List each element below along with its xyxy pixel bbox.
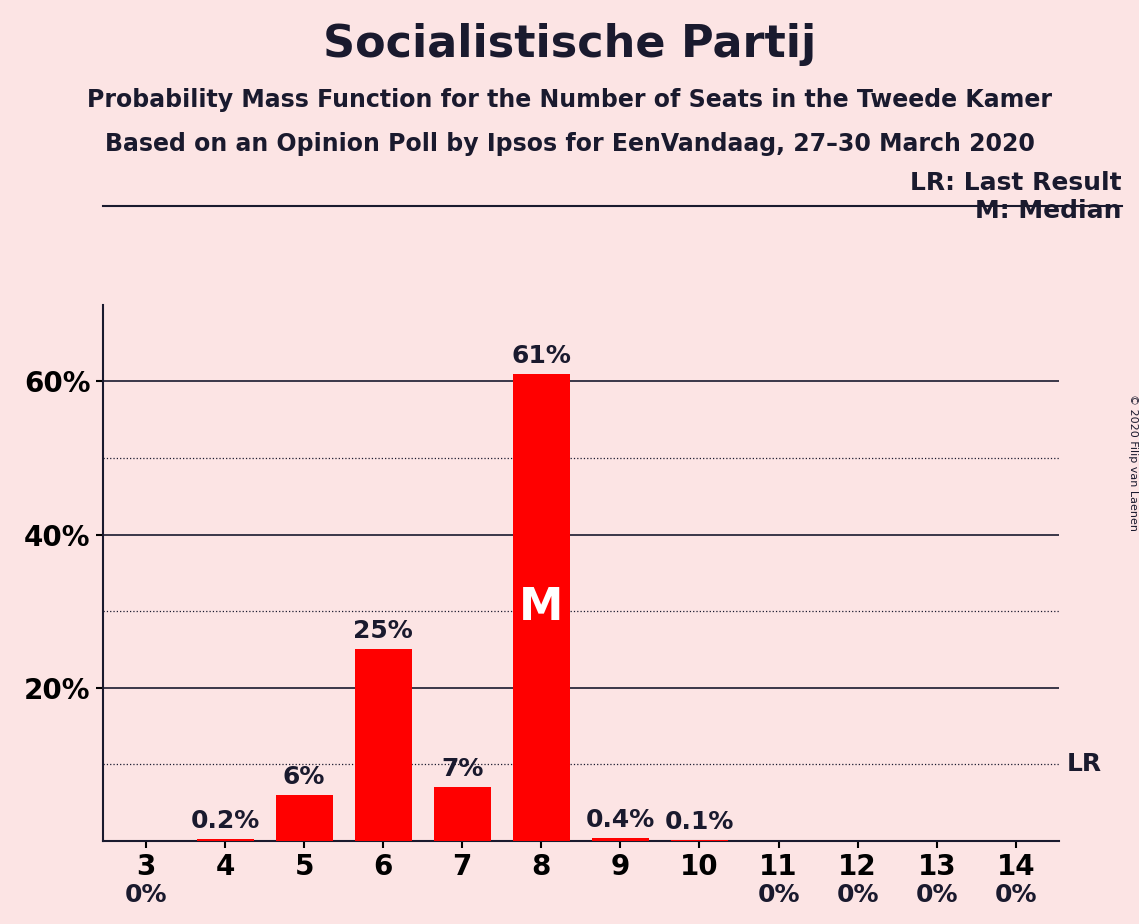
Text: 0.2%: 0.2% bbox=[190, 809, 260, 833]
Text: 0%: 0% bbox=[994, 883, 1036, 907]
Text: 0%: 0% bbox=[836, 883, 879, 907]
Text: 25%: 25% bbox=[353, 619, 413, 643]
Text: LR: Last Result: LR: Last Result bbox=[910, 171, 1122, 195]
Text: LR: LR bbox=[1067, 752, 1103, 776]
Text: M: Median: M: Median bbox=[975, 199, 1122, 223]
Text: Based on an Opinion Poll by Ipsos for EenVandaag, 27–30 March 2020: Based on an Opinion Poll by Ipsos for Ee… bbox=[105, 132, 1034, 156]
Text: Socialistische Partij: Socialistische Partij bbox=[322, 23, 817, 67]
Text: 61%: 61% bbox=[511, 344, 572, 368]
Text: 0.4%: 0.4% bbox=[585, 808, 655, 832]
Bar bbox=[276, 795, 333, 841]
Text: © 2020 Filip van Laenen: © 2020 Filip van Laenen bbox=[1129, 394, 1138, 530]
Text: 0%: 0% bbox=[125, 883, 167, 907]
Text: 0%: 0% bbox=[916, 883, 958, 907]
Text: 0.1%: 0.1% bbox=[665, 810, 735, 834]
Bar bbox=[197, 839, 254, 841]
Text: 7%: 7% bbox=[441, 757, 483, 781]
Bar bbox=[434, 787, 491, 841]
Text: Probability Mass Function for the Number of Seats in the Tweede Kamer: Probability Mass Function for the Number… bbox=[87, 88, 1052, 112]
Text: 6%: 6% bbox=[282, 765, 326, 789]
Bar bbox=[592, 838, 649, 841]
Text: 0%: 0% bbox=[757, 883, 800, 907]
Bar bbox=[513, 374, 570, 841]
Text: M: M bbox=[519, 586, 564, 629]
Bar bbox=[354, 650, 411, 841]
